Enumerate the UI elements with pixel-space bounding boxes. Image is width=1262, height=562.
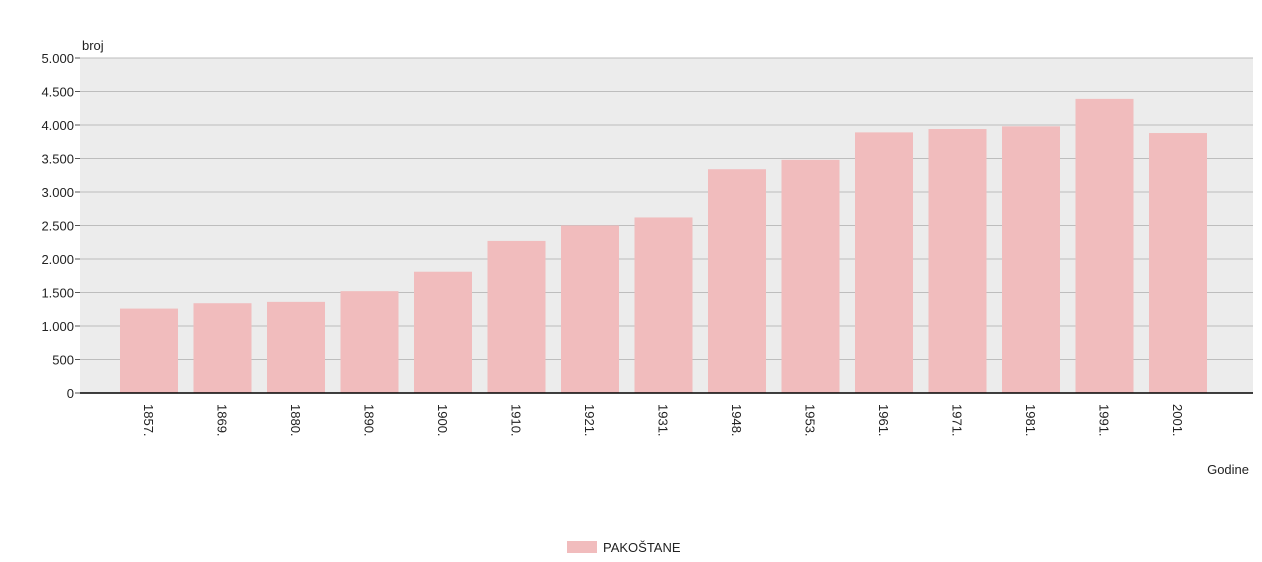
bar — [781, 159, 840, 393]
x-tick-label: 1961. — [876, 404, 891, 437]
y-axis-ticks: 0 500 1.000 1.500 2.000 2.500 3.000 3.500 4.000 4… — [41, 51, 80, 401]
y-tick-label: 5.000 — [41, 51, 74, 66]
y-axis-title: broj — [82, 38, 104, 53]
x-tick-label: 1931. — [656, 404, 671, 437]
y-tick-label: 500 — [52, 353, 74, 368]
bar — [1075, 98, 1134, 394]
x-tick-label: 1857. — [141, 404, 156, 437]
x-tick-label: 2001. — [1170, 404, 1185, 437]
bar — [487, 240, 546, 393]
x-tick-label: 1890. — [362, 404, 377, 437]
bar — [561, 225, 619, 393]
bar — [1002, 126, 1060, 393]
y-tick-label: 0 — [67, 386, 74, 401]
y-tick-label: 3.000 — [41, 185, 74, 200]
x-axis-title: Godine — [1207, 462, 1249, 477]
bar — [928, 129, 987, 393]
y-tick-label: 2.500 — [41, 219, 74, 234]
y-tick-label: 3.500 — [41, 152, 74, 167]
y-tick-label: 1.000 — [41, 319, 74, 334]
x-axis-ticks: 1857. 1869. 1880. 1890. 1900. 1910. 1921. 1931.… — [141, 404, 1185, 437]
x-tick-label: 1948. — [729, 404, 744, 437]
x-tick-label: 1981. — [1023, 404, 1038, 437]
x-tick-label: 1869. — [215, 404, 230, 437]
bar — [193, 303, 252, 393]
x-tick-label: 1971. — [950, 404, 965, 437]
bar — [340, 291, 399, 393]
y-tick-label: 4.500 — [41, 85, 74, 100]
x-tick-label: 1953. — [803, 404, 818, 437]
legend: PAKOŠTANE — [567, 540, 681, 555]
bar — [120, 308, 178, 393]
bar — [267, 301, 325, 393]
x-tick-label: 1900. — [435, 404, 450, 437]
bar — [708, 169, 766, 393]
bar — [855, 132, 913, 393]
x-tick-label: 1880. — [288, 404, 303, 437]
x-tick-label: 1991. — [1097, 404, 1112, 437]
y-tick-label: 2.000 — [41, 252, 74, 267]
bar — [414, 271, 472, 393]
y-tick-label: 4.000 — [41, 118, 74, 133]
bar — [1149, 133, 1207, 394]
bar — [634, 217, 693, 393]
bars — [120, 98, 1207, 394]
legend-label: PAKOŠTANE — [603, 540, 681, 555]
x-tick-label: 1921. — [582, 404, 597, 437]
legend-swatch — [567, 541, 597, 553]
y-tick-label: 1.500 — [41, 286, 74, 301]
x-tick-label: 1910. — [509, 404, 524, 437]
